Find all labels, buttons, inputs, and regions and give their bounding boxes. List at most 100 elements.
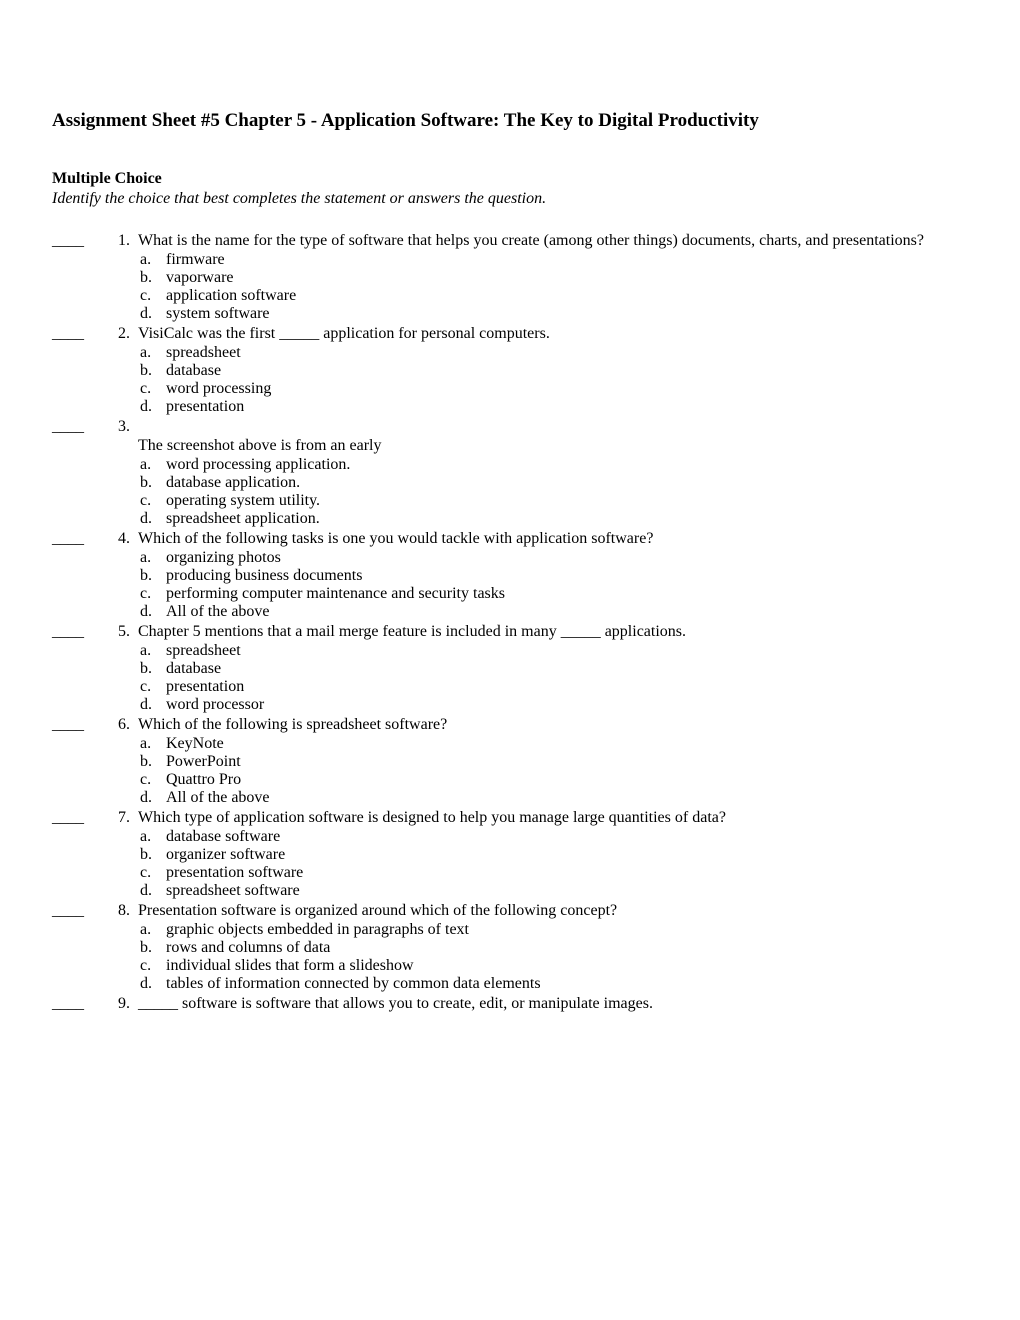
answer-blank: ____: [52, 530, 90, 548]
answer-blank: ____: [52, 232, 90, 250]
option-letter: c.: [138, 864, 166, 882]
question-stem: The screenshot above is from an early: [138, 437, 968, 455]
option: c.word processing: [138, 380, 968, 398]
question-stem: Which type of application software is de…: [138, 809, 968, 827]
option-letter: a.: [138, 251, 166, 269]
options-list: a.firmwareb.vaporwarec.application softw…: [138, 251, 968, 323]
question-number-cell: 8.: [90, 902, 138, 920]
option-text: KeyNote: [166, 735, 968, 753]
answer-blank: ____: [52, 623, 90, 641]
question-stem: Which of the following is spreadsheet so…: [138, 716, 968, 734]
answer-blank: ____: [52, 716, 90, 734]
option-letter: d.: [138, 789, 166, 807]
option-letter: b.: [138, 567, 166, 585]
option-text: word processor: [166, 696, 968, 714]
option: c.individual slides that form a slidesho…: [138, 957, 968, 975]
option-text: presentation software: [166, 864, 968, 882]
option-letter: b.: [138, 362, 166, 380]
option-text: PowerPoint: [166, 753, 968, 771]
option: a.spreadsheet: [138, 344, 968, 362]
options-list: a.spreadsheetb.databasec.presentationd.w…: [138, 642, 968, 714]
option: a.KeyNote: [138, 735, 968, 753]
option-text: system software: [166, 305, 968, 323]
question-number: 3.: [118, 418, 130, 435]
question-stem: _____ software is software that allows y…: [138, 995, 968, 1013]
option: c.application software: [138, 287, 968, 305]
option-text: firmware: [166, 251, 968, 269]
answer-blank: ____: [52, 995, 90, 1013]
option: d.All of the above: [138, 603, 968, 621]
instructions: Identify the choice that best completes …: [52, 190, 968, 208]
option: a.organizing photos: [138, 549, 968, 567]
question-body: _____ software is software that allows y…: [138, 995, 968, 1014]
option: d.presentation: [138, 398, 968, 416]
question: ____4.Which of the following tasks is on…: [52, 530, 968, 621]
question-body: VisiCalc was the first _____ application…: [138, 325, 968, 416]
question: ____ 3. The screenshot above is from an e…: [52, 418, 968, 528]
questions-list: ____1.What is the name for the type of s…: [52, 232, 968, 1014]
question-number-cell: 4.: [90, 530, 138, 548]
option-letter: a.: [138, 921, 166, 939]
option: c.presentation software: [138, 864, 968, 882]
question-stem: Presentation software is organized aroun…: [138, 902, 968, 920]
option: a.firmware: [138, 251, 968, 269]
option-letter: d.: [138, 696, 166, 714]
option: b.database: [138, 362, 968, 380]
question-number: 4.: [118, 530, 130, 547]
option-letter: d.: [138, 603, 166, 621]
question: ____5.Chapter 5 mentions that a mail mer…: [52, 623, 968, 714]
option: c.operating system utility.: [138, 492, 968, 510]
option-text: Quattro Pro: [166, 771, 968, 789]
question: ____8.Presentation software is organized…: [52, 902, 968, 993]
question: ____9._____ software is software that al…: [52, 995, 968, 1014]
question-body: Chapter 5 mentions that a mail merge fea…: [138, 623, 968, 714]
question-body: The screenshot above is from an earlya.w…: [138, 418, 968, 528]
option-text: presentation: [166, 398, 968, 416]
option: d.system software: [138, 305, 968, 323]
option-letter: b.: [138, 660, 166, 678]
question-number-cell: 1.: [90, 232, 138, 250]
option: b.rows and columns of data: [138, 939, 968, 957]
question-number-cell: 2.: [90, 325, 138, 343]
option-text: database application.: [166, 474, 968, 492]
option-text: graphic objects embedded in paragraphs o…: [166, 921, 968, 939]
question: ____7.Which type of application software…: [52, 809, 968, 900]
question-number: 1.: [118, 232, 130, 249]
options-list: a.database softwareb.organizer softwarec…: [138, 828, 968, 900]
option: a.database software: [138, 828, 968, 846]
option-letter: c.: [138, 771, 166, 789]
option-letter: b.: [138, 846, 166, 864]
option-text: presentation: [166, 678, 968, 696]
option: c.performing computer maintenance and se…: [138, 585, 968, 603]
question-stem-pre: [138, 418, 968, 436]
question-number: 7.: [118, 809, 130, 826]
option-letter: b.: [138, 939, 166, 957]
question-number: 6.: [118, 716, 130, 733]
question-number-cell: 3.: [90, 418, 138, 436]
option-letter: c.: [138, 678, 166, 696]
option-letter: d.: [138, 305, 166, 323]
question-number-cell: 5.: [90, 623, 138, 641]
option-text: tables of information connected by commo…: [166, 975, 968, 993]
option-text: vaporware: [166, 269, 968, 287]
option: b.producing business documents: [138, 567, 968, 585]
option: b.organizer software: [138, 846, 968, 864]
answer-blank: ____: [52, 418, 90, 436]
question: ____2.VisiCalc was the first _____ appli…: [52, 325, 968, 416]
section-label: Multiple Choice: [52, 170, 968, 188]
question-stem: VisiCalc was the first _____ application…: [138, 325, 968, 343]
option-letter: a.: [138, 344, 166, 362]
question-body: Which of the following is spreadsheet so…: [138, 716, 968, 807]
options-list: a.organizing photosb.producing business …: [138, 549, 968, 621]
option: d.All of the above: [138, 789, 968, 807]
option-letter: a.: [138, 549, 166, 567]
options-list: a.spreadsheetb.databasec.word processing…: [138, 344, 968, 416]
option: a.spreadsheet: [138, 642, 968, 660]
option: a.graphic objects embedded in paragraphs…: [138, 921, 968, 939]
option-letter: d.: [138, 882, 166, 900]
options-list: a.word processing application.b.database…: [138, 456, 968, 528]
option-letter: d.: [138, 398, 166, 416]
option-text: performing computer maintenance and secu…: [166, 585, 968, 603]
option-letter: d.: [138, 975, 166, 993]
options-list: a.KeyNoteb.PowerPointc.Quattro Prod.All …: [138, 735, 968, 807]
